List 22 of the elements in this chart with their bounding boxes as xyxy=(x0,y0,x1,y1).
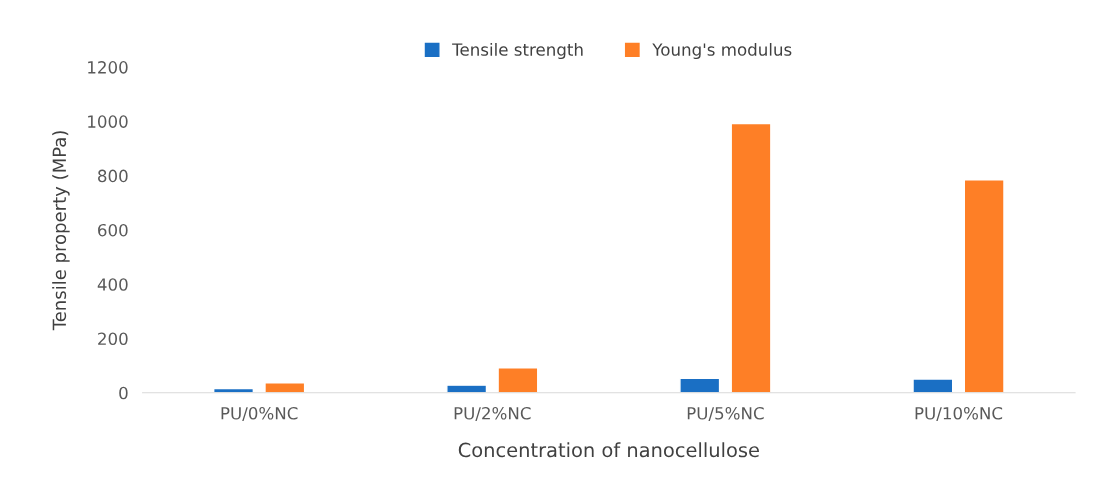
x-axis-title: Concentration of nanocellulose xyxy=(458,442,759,458)
x-tick-label: PU/2%NC xyxy=(454,406,531,421)
bar xyxy=(497,367,539,393)
y-axis-title: Tensile property (MPa) xyxy=(52,131,70,331)
y-tick-label: 400 xyxy=(97,278,128,291)
y-tick-label: 1200 xyxy=(88,61,128,74)
bar xyxy=(730,122,772,393)
bar xyxy=(446,384,488,393)
bar xyxy=(264,382,306,393)
bar xyxy=(679,377,721,393)
y-tick-label: 1000 xyxy=(88,115,128,128)
legend-label: Young's modulus xyxy=(652,42,792,60)
y-tick-label: 800 xyxy=(98,169,128,183)
legend-label: Tensile strength xyxy=(452,42,583,60)
x-tick-label: PU/5%NC xyxy=(687,406,764,421)
x-tick-label: PU/0%NC xyxy=(221,406,298,421)
bar xyxy=(912,378,954,393)
y-tick-label: 200 xyxy=(98,332,128,346)
y-tick-label: 0 xyxy=(119,386,128,400)
y-tick-label: 600 xyxy=(98,223,128,237)
x-tick-label: PU/10%NC xyxy=(915,406,1003,421)
bar xyxy=(963,179,1005,393)
